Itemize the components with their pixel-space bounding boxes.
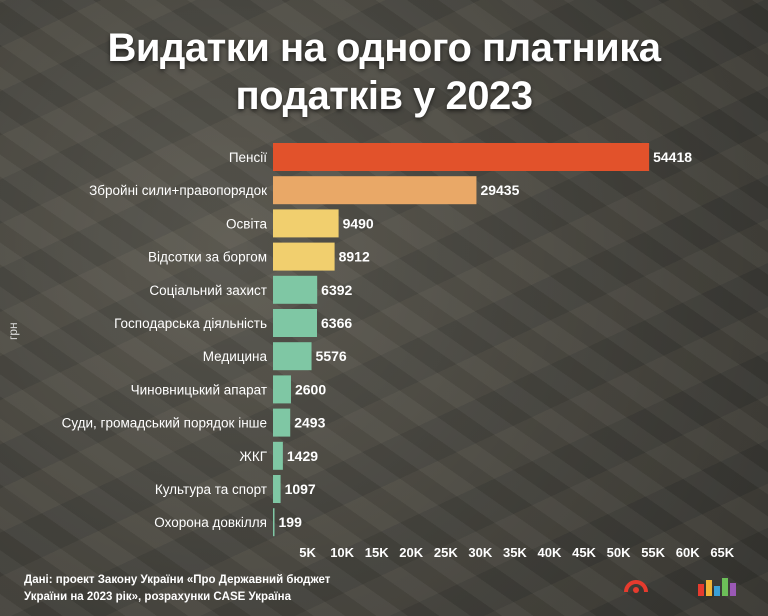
partner-logo-icon bbox=[698, 578, 736, 596]
value-label: 2600 bbox=[295, 381, 326, 397]
category-label: Пенсії bbox=[229, 150, 267, 165]
case-logo-icon bbox=[624, 580, 648, 593]
x-tick-label: 25K bbox=[434, 545, 458, 560]
category-label: Суди, громадський порядок інше bbox=[62, 416, 267, 431]
value-label: 54418 bbox=[653, 149, 692, 165]
bar bbox=[273, 176, 477, 205]
category-label: ЖКГ bbox=[239, 449, 267, 464]
category-label: Культура та спорт bbox=[155, 482, 267, 497]
value-label: 6366 bbox=[321, 315, 352, 331]
category-label: Чиновницький апарат bbox=[131, 382, 267, 397]
x-tick-label: 50K bbox=[607, 545, 631, 560]
category-label: Збройні сили+правопорядок bbox=[89, 183, 267, 198]
bar bbox=[273, 342, 312, 371]
x-tick-label: 20K bbox=[399, 545, 423, 560]
x-tick-label: 55K bbox=[641, 545, 665, 560]
category-label: Відсотки за боргом bbox=[148, 250, 267, 265]
value-label: 199 bbox=[279, 514, 303, 530]
value-label: 6392 bbox=[321, 282, 352, 298]
bar bbox=[273, 209, 339, 238]
value-label: 8912 bbox=[339, 249, 370, 265]
x-tick-label: 40K bbox=[538, 545, 562, 560]
x-tick-label: 60K bbox=[676, 545, 700, 560]
bar bbox=[273, 441, 283, 470]
x-tick-label: 5K bbox=[299, 545, 316, 560]
value-label: 1097 bbox=[285, 481, 316, 497]
x-tick-label: 65K bbox=[710, 545, 734, 560]
bar bbox=[273, 275, 318, 304]
bar bbox=[273, 508, 275, 537]
bar bbox=[273, 408, 291, 437]
bar bbox=[273, 143, 650, 171]
category-label: Медицина bbox=[203, 349, 268, 364]
category-label: Господарська діяльність bbox=[114, 316, 267, 331]
value-label: 2493 bbox=[294, 415, 325, 431]
source-line-2: України на 2023 рік», розрахунки CASE Ук… bbox=[24, 591, 291, 603]
category-label: Охорона довкілля bbox=[154, 515, 267, 530]
x-tick-label: 10K bbox=[330, 545, 354, 560]
x-tick-label: 35K bbox=[503, 545, 527, 560]
bar bbox=[273, 309, 318, 337]
source-note: Дані: проект Закону України «Про Державн… bbox=[24, 572, 330, 606]
value-label: 1429 bbox=[287, 448, 318, 464]
bar bbox=[273, 242, 335, 271]
x-tick-label: 30K bbox=[468, 545, 492, 560]
bar bbox=[273, 375, 291, 404]
x-tick-label: 45K bbox=[572, 545, 596, 560]
source-line-1: Дані: проект Закону України «Про Державн… bbox=[24, 574, 331, 586]
chart-title-line-1: Видатки на одного платника bbox=[107, 26, 661, 70]
x-tick-label: 15K bbox=[365, 545, 389, 560]
category-label: Освіта bbox=[226, 216, 267, 231]
category-label: Соціальний захист bbox=[149, 283, 267, 298]
value-label: 5576 bbox=[316, 348, 347, 364]
value-label: 9490 bbox=[343, 215, 374, 231]
chart-title: Видатки на одного платника податків у 20… bbox=[0, 24, 768, 120]
chart-title-line-2: податків у 2023 bbox=[235, 74, 533, 118]
value-label: 29435 bbox=[480, 182, 519, 198]
bar bbox=[273, 475, 281, 503]
